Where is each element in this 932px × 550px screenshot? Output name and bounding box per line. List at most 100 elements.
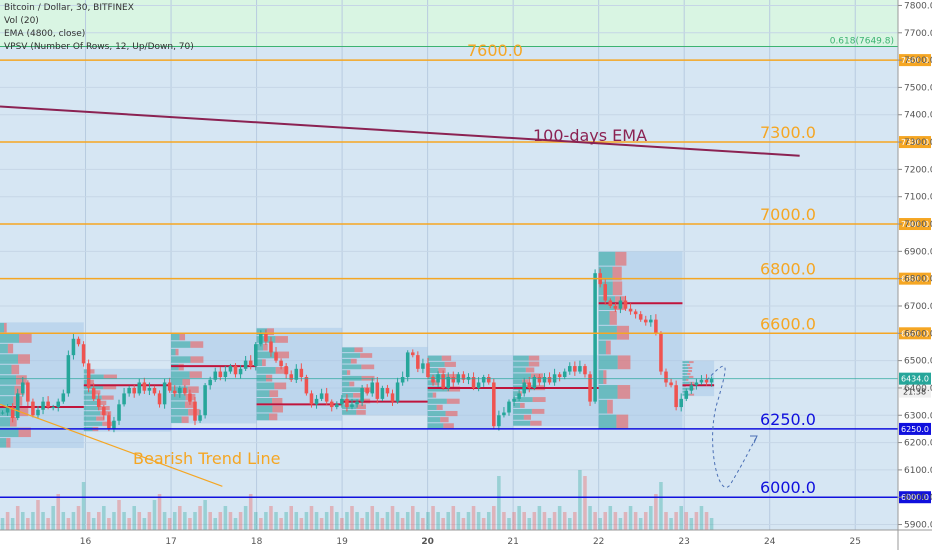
volume-bar [623,512,628,530]
candle-body [689,385,694,391]
trend-line [0,403,223,487]
candle-body [471,377,476,388]
volume-bar [112,512,116,530]
volume-bar [375,512,380,530]
vp-bar-down [609,311,617,325]
vp-bar-down [438,367,446,374]
candle-body [557,374,562,378]
vp-bar-down [612,266,622,281]
candle-body [335,404,339,408]
volume-bar [147,512,152,530]
candle-body [172,390,177,394]
price-tag-6250: 6250.0 [901,425,929,434]
vp-bar-up [342,381,350,387]
candle-body [340,398,344,405]
candle-body [56,401,61,408]
volume-bar [578,470,582,530]
indicator-vpsv[interactable]: VPSV (Number Of Rows, 12, Up/Down, 70) [4,42,194,52]
volume-bar [152,500,157,530]
volume-bar [228,512,233,530]
vp-bar-down [181,416,189,423]
volume-bar [324,512,329,530]
volume-bar [466,512,471,530]
indicator-vol[interactable]: Vol (20) [4,16,39,26]
price-tag-7600: 7600.0 [901,56,929,65]
volume-bar [522,512,526,530]
volume-bar [193,512,197,530]
vp-bar-up [171,401,185,408]
volume-bar [603,512,608,530]
vp-bar-up [256,398,273,405]
volume-bar [107,518,111,530]
fib-zone [0,0,898,47]
candle-body [512,398,516,402]
volume-bar [132,506,136,530]
date-tick-label: 20 [421,537,434,547]
vp-bar-down [10,417,17,427]
vp-bar-down [354,347,363,353]
vp-bar-down [101,395,114,400]
candle-body [400,377,405,383]
volume-bar [81,482,86,530]
vp-bar-down [190,356,204,363]
volume-bar [568,518,572,530]
vp-bar-down [18,333,32,343]
volume-bar [583,476,587,530]
volume-bar [679,506,683,530]
vp-bar-down [262,359,266,367]
volume-bar [345,512,349,530]
price-tick-label: 6700.0 [904,302,932,312]
vp-bar-up [171,333,180,341]
volume-bar [669,518,673,530]
volume-bar [689,518,694,530]
level-label-6250: 6250.0 [760,410,816,429]
current-price-tag: 6434.0 [901,375,929,384]
vp-bar-up [256,328,268,336]
candle-body [21,382,25,394]
volume-bar [471,506,476,530]
candle-body [390,393,395,402]
volume-bar [608,506,613,530]
volume-bar [497,476,501,530]
candle-body [674,385,678,408]
volume-bar [41,512,45,530]
candle-body [370,382,375,394]
candle-body [228,366,233,372]
vp-bar-down [267,328,274,336]
volume-bar [21,512,25,530]
vp-bar-down [189,371,202,378]
candle-body [517,393,521,399]
volume-bar [36,500,40,530]
volume-bar [527,518,532,530]
vp-bar-up [256,382,275,390]
vp-bar-up [513,373,532,379]
candle-body [203,385,207,416]
vp-bar-down [612,281,623,296]
candle-body [51,407,55,409]
volume-bar [340,518,344,530]
candle-body [451,377,456,383]
candle-body [294,368,299,380]
indicator-ema[interactable]: EMA (4800, close) [4,29,86,39]
vp-bar-down [269,413,278,421]
volume-bar [294,512,299,530]
candle-body [167,382,172,391]
date-tick-label: 18 [251,537,263,547]
volume-bar [167,518,172,530]
candle-body [497,415,501,427]
volume-bar [56,494,61,530]
vp-bar-down [531,373,543,379]
candle-body [476,382,481,388]
vp-bar-up [598,414,617,429]
vp-bar-up [598,340,606,355]
candle-body [380,387,385,399]
candle-body [547,377,552,383]
vp-bar-up [171,416,182,423]
vp-bar-down [528,361,540,367]
vp-bar-down [4,322,7,333]
candle-body [86,363,91,388]
candle-body [385,387,390,394]
volume-bar [76,506,81,530]
vp-bar-down [434,380,440,386]
